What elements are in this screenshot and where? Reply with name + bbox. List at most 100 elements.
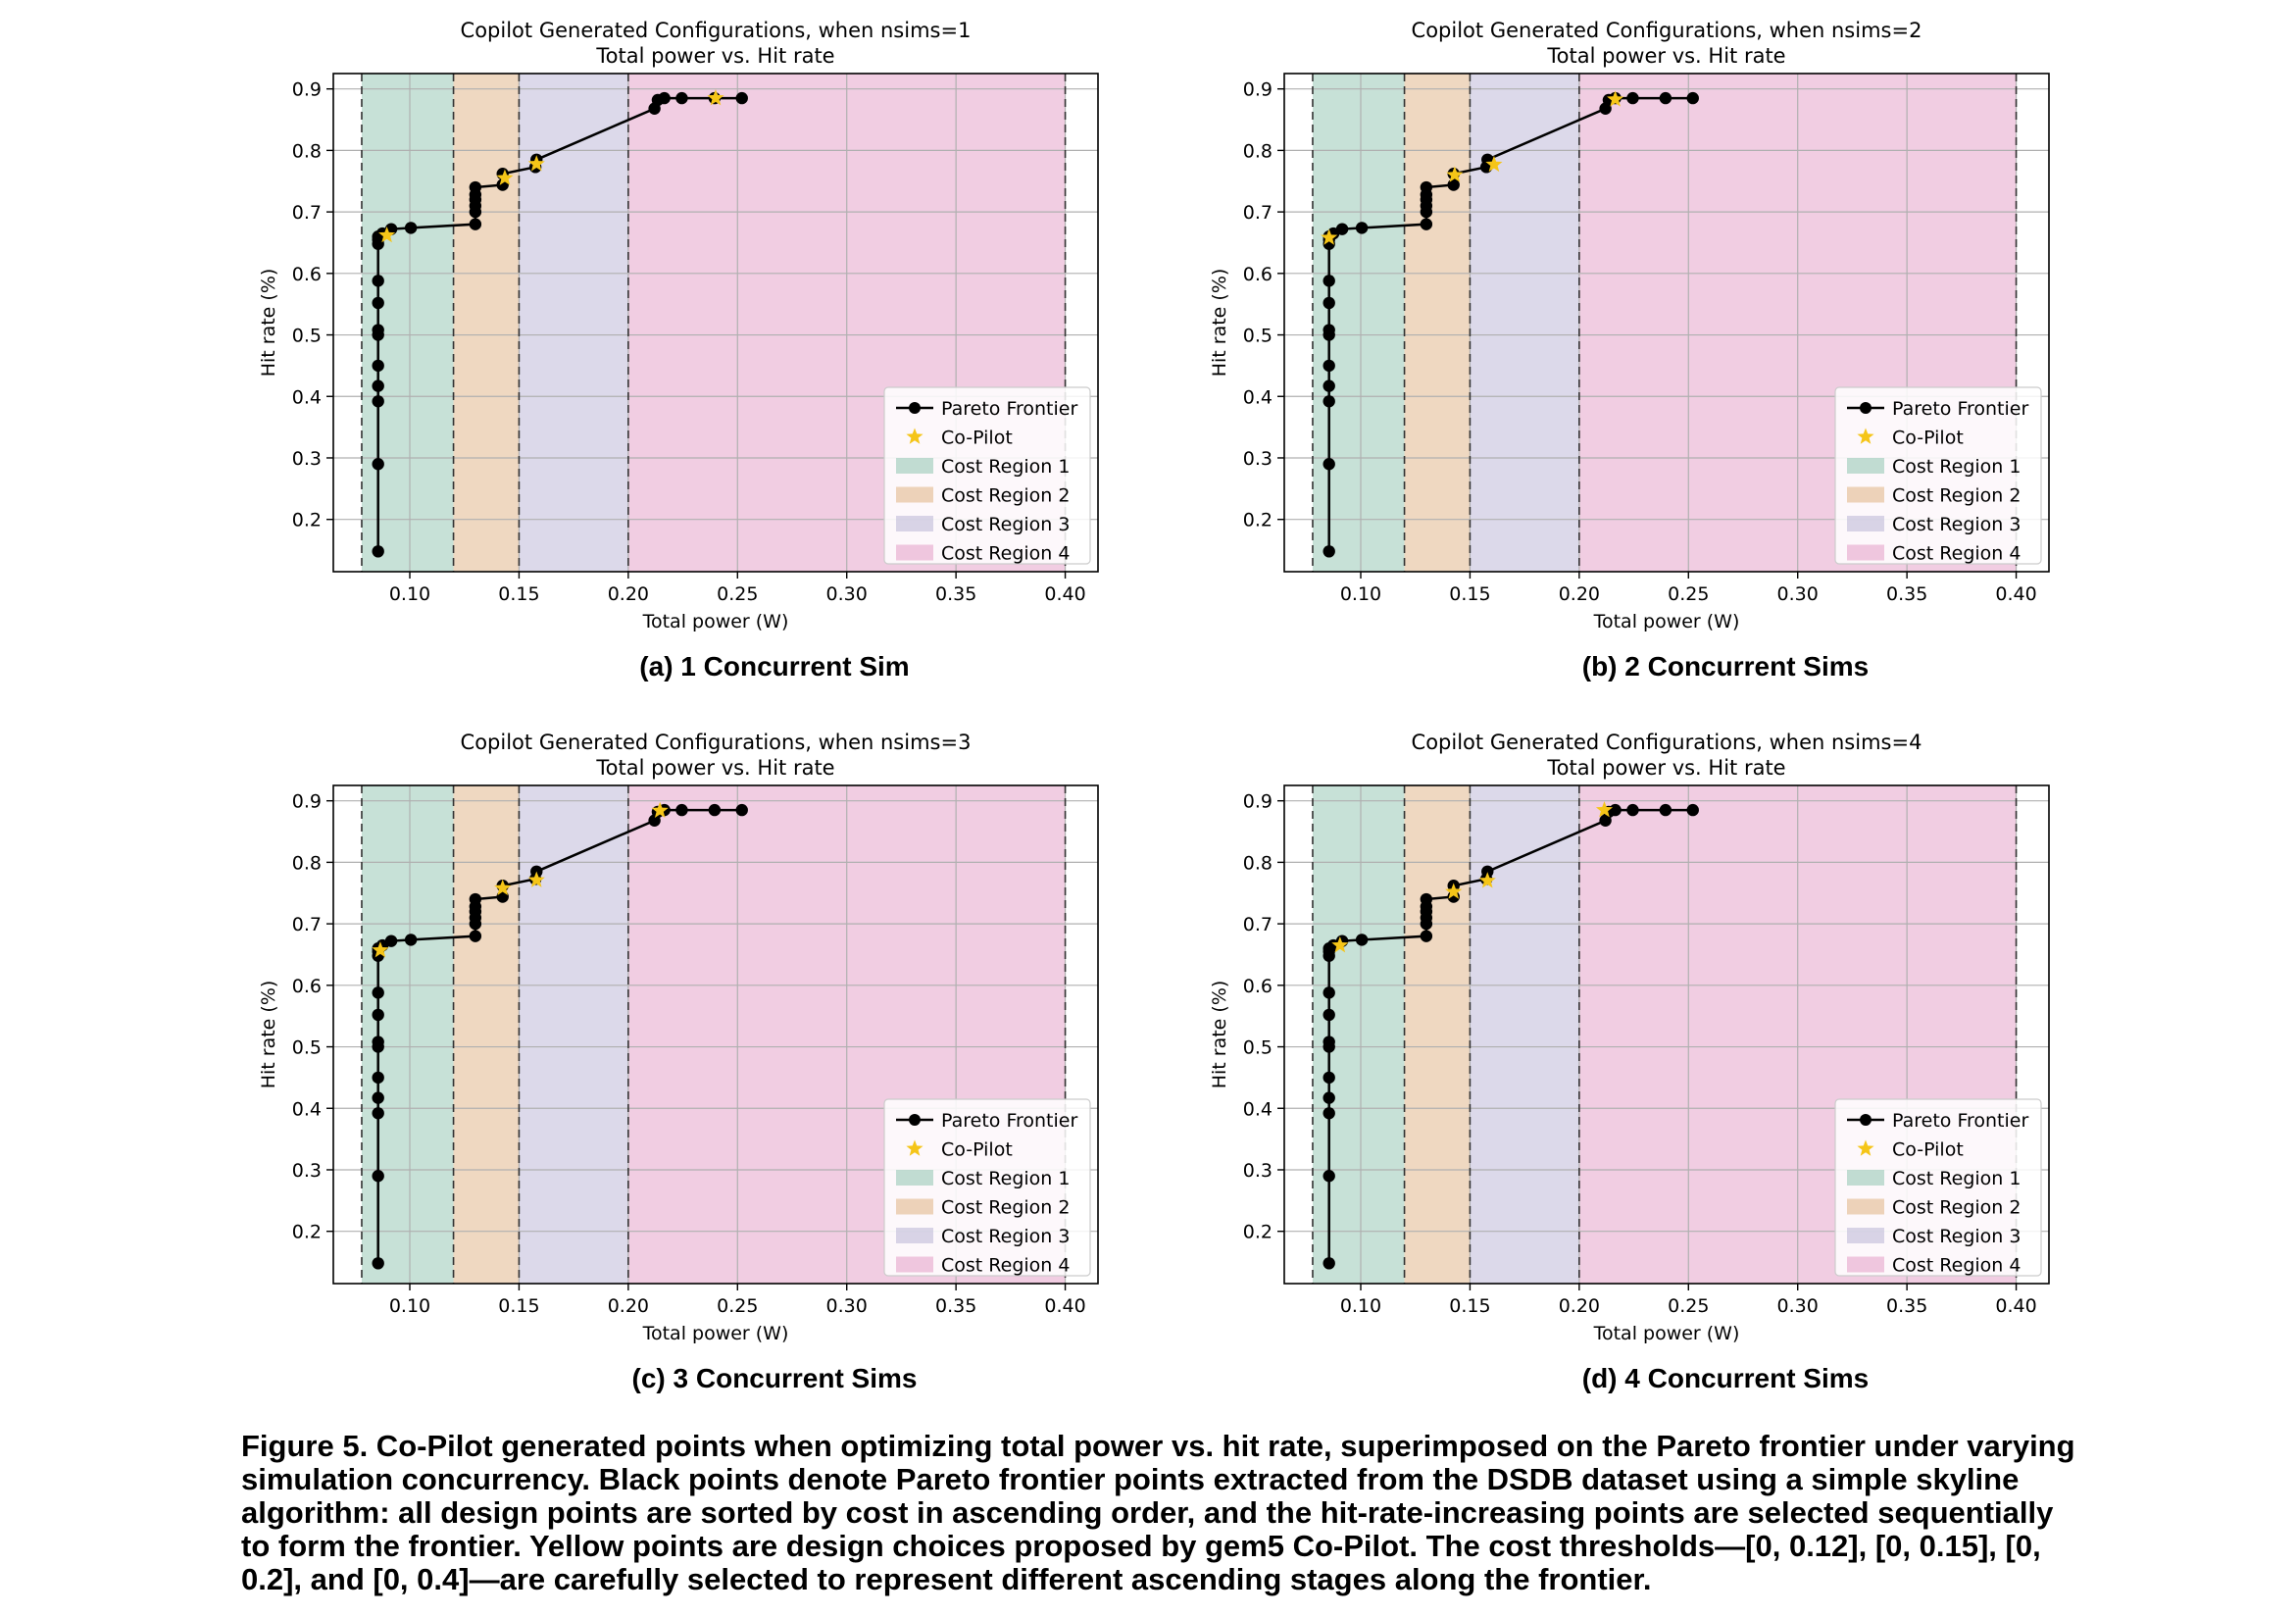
pareto-frontier-point [372, 1035, 384, 1048]
chart-panel-b: Copilot Generated Configurations, when n… [1186, 12, 2265, 698]
legend-region-swatch [896, 1228, 933, 1243]
cost-region-2 [1404, 74, 1471, 572]
pareto-frontier-point [1323, 1091, 1335, 1104]
pareto-frontier-point [1323, 379, 1335, 392]
pareto-frontier-point [404, 934, 418, 946]
pareto-frontier-point [1323, 1035, 1335, 1048]
y-tick-label: 0.9 [1243, 79, 1273, 101]
y-tick-label: 0.7 [1243, 914, 1273, 935]
legend-marker-swatch [1860, 1114, 1872, 1126]
x-tick-label: 0.20 [1559, 583, 1600, 605]
pareto-frontier-point [1323, 275, 1335, 287]
legend-region-swatch [896, 486, 933, 503]
legend-region-swatch [896, 516, 933, 531]
legend-box [883, 386, 1091, 565]
copilot-point [1331, 936, 1349, 953]
copilot-point [378, 226, 396, 243]
legend-region-swatch [896, 1198, 933, 1215]
pareto-frontier-point [1335, 223, 1349, 235]
copilot-point [527, 155, 545, 172]
x-tick-label: 0.35 [1886, 1295, 1927, 1317]
x-tick-label: 0.20 [608, 1295, 649, 1317]
legend-marker-swatch [909, 1114, 921, 1126]
x-tick-label: 0.10 [1340, 1295, 1381, 1317]
pareto-frontier-point [372, 1107, 384, 1120]
legend-region-swatch [896, 1256, 933, 1273]
pareto-frontier-point [372, 359, 384, 373]
y-tick-label: 0.2 [1243, 1222, 1273, 1243]
pareto-frontier-point [675, 803, 688, 817]
legend-region-swatch [1847, 516, 1884, 531]
chart-panel-d: Copilot Generated Configurations, when n… [1186, 724, 2265, 1410]
subcaption-b: (b) 2 Concurrent Sims [1581, 651, 1870, 682]
legend-label: Co-Pilot [941, 1139, 1013, 1161]
pareto-frontier-point [1355, 934, 1369, 946]
legend-region-swatch [1847, 1198, 1884, 1215]
x-tick-label: 0.25 [1668, 1295, 1709, 1317]
pareto-frontier-point [1323, 1170, 1335, 1183]
pareto-frontier-point [372, 324, 384, 336]
chart-title: Copilot Generated Configurations, when n… [461, 19, 972, 42]
y-tick-label: 0.5 [1243, 1037, 1273, 1059]
y-tick-label: 0.5 [292, 1037, 322, 1059]
pareto-frontier-point [1323, 1107, 1335, 1120]
pareto-frontier-point [372, 275, 384, 287]
pareto-frontier-point [469, 218, 482, 230]
pareto-frontier-point [1323, 395, 1335, 408]
chart-panel-a: Copilot Generated Configurations, when n… [235, 12, 1314, 698]
cost-region-2 [1404, 785, 1471, 1284]
y-tick-label: 0.7 [292, 202, 322, 224]
x-axis-label: Total power (W) [642, 1323, 789, 1344]
legend-region-swatch [1847, 1256, 1884, 1273]
copilot-point [1607, 90, 1624, 107]
x-tick-label: 0.30 [1777, 1295, 1819, 1317]
copilot-point [1478, 872, 1496, 888]
pareto-frontier-point [404, 222, 418, 234]
pareto-frontier-point [1626, 803, 1639, 817]
axes-frame [1283, 784, 2050, 1285]
pareto-frontier-point [372, 1091, 384, 1104]
x-tick-label: 0.40 [1044, 1295, 1085, 1317]
y-tick-label: 0.6 [1243, 264, 1273, 285]
legend-label: Cost Region 4 [1892, 543, 2021, 565]
x-axis-label: Total power (W) [1593, 611, 1740, 632]
pareto-frontier-point [1609, 803, 1622, 817]
cost-region-1 [1312, 785, 1405, 1284]
y-tick-label: 0.3 [1243, 448, 1273, 470]
pareto-frontier-point [372, 1008, 384, 1022]
copilot-point [707, 89, 724, 106]
pareto-frontier-point [1323, 296, 1335, 310]
y-tick-label: 0.3 [292, 448, 322, 470]
pareto-frontier-point [372, 379, 384, 392]
subcaption-c: (c) 3 Concurrent Sims [631, 1363, 918, 1393]
pareto-frontier-point [1323, 1257, 1335, 1270]
chart-subtitle: Total power vs. Hit rate [595, 44, 834, 68]
legend-label: Co-Pilot [1892, 1139, 1964, 1161]
legend-box [1834, 386, 2042, 565]
cost-region-1 [361, 74, 454, 572]
legend-label: Cost Region 2 [941, 1197, 1070, 1219]
pareto-frontier-point [1659, 91, 1672, 105]
x-tick-label: 0.15 [498, 583, 539, 605]
pareto-frontier-point [469, 892, 482, 906]
x-tick-label: 0.20 [1559, 1295, 1600, 1317]
y-tick-label: 0.3 [1243, 1160, 1273, 1182]
legend-label: Pareto Frontier [941, 1110, 1077, 1132]
legend-label: Pareto Frontier [1892, 398, 2028, 420]
x-tick-label: 0.35 [935, 1295, 976, 1317]
x-tick-label: 0.35 [1886, 583, 1927, 605]
legend-label: Cost Region 3 [941, 1226, 1070, 1247]
y-tick-label: 0.4 [292, 1098, 322, 1120]
y-axis-label: Hit rate (%) [1209, 269, 1230, 378]
copilot-point [527, 871, 545, 887]
legend-star-swatch [1857, 1139, 1874, 1156]
legend-region-swatch [896, 544, 933, 561]
legend-region-swatch [1847, 486, 1884, 503]
chart-subtitle: Total power vs. Hit rate [595, 756, 834, 780]
x-tick-label: 0.10 [389, 583, 430, 605]
x-tick-label: 0.10 [1340, 583, 1381, 605]
pareto-frontier-point [735, 91, 748, 105]
x-tick-label: 0.15 [1449, 1295, 1490, 1317]
legend-region-swatch [896, 1170, 933, 1186]
x-axis-label: Total power (W) [642, 611, 789, 632]
